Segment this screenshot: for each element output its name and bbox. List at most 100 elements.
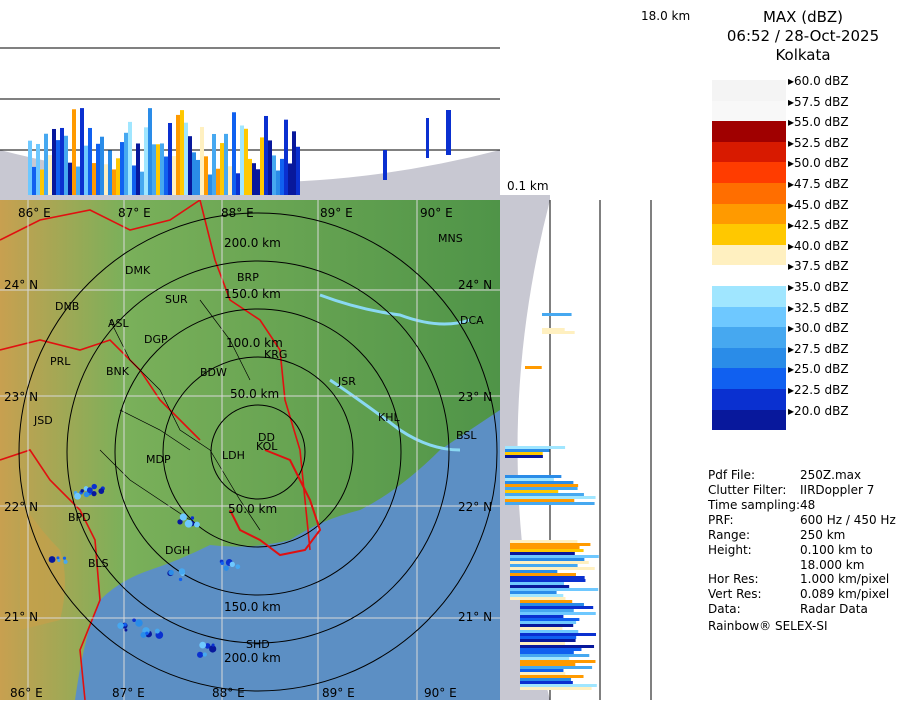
echo-column [84, 145, 88, 195]
legend-row: ▸47.5 dBZ [700, 177, 906, 204]
city-label: DD [258, 431, 275, 444]
echo-column [188, 136, 192, 195]
echo-column [260, 137, 264, 195]
legend-row: ▸32.5 dBZ [700, 301, 906, 328]
echo-row [510, 549, 584, 552]
echo-column [256, 169, 260, 195]
echo-row [510, 564, 578, 567]
lon-label-bottom: 88° E [212, 686, 245, 700]
legend-label: ▸57.5 dBZ [788, 94, 849, 109]
echo-row [520, 684, 597, 687]
info-table: Pdf File: 250Z.max Clutter Filter: IIRDoppl… [700, 468, 906, 668]
echo-column [192, 152, 196, 195]
right-height-profile [500, 200, 700, 700]
echo-cell [197, 651, 204, 658]
echo-column [108, 150, 112, 195]
echo-column [160, 143, 164, 195]
latlon-grid [0, 200, 500, 700]
echo-cell [98, 488, 105, 494]
echo-column [96, 143, 100, 195]
echo-column [168, 122, 172, 195]
product-title: MAX (dBZ) [762, 8, 844, 26]
ring-label-50-south: 50.0 km [228, 502, 278, 516]
legend-row: ▸42.5 dBZ [700, 218, 906, 245]
legend-swatch [712, 203, 786, 225]
delta-border [229, 449, 322, 557]
echo-column [426, 118, 429, 158]
echo-column [248, 158, 252, 195]
legend-label: ▸42.5 dBZ [788, 218, 849, 233]
lat-label-right: 21° N [458, 610, 493, 624]
echo-column [68, 162, 72, 195]
echo-row [510, 570, 558, 573]
lon-label: 90° E [420, 206, 453, 220]
lon-label-bottom: 89° E [322, 686, 355, 700]
legend-row: ▸20.0 dBZ [700, 404, 906, 431]
echo-column [56, 140, 60, 195]
city-label: LDH [222, 449, 245, 462]
lat-label: 21° N [4, 610, 39, 624]
legend-swatch [712, 244, 786, 266]
echo-cell [91, 483, 97, 490]
echo-row [520, 675, 584, 678]
echo-cell [62, 556, 67, 560]
echo-row [505, 455, 543, 458]
echo-row [510, 573, 577, 576]
echo-cell [194, 521, 200, 528]
lat-label-right: 23° N [458, 390, 493, 404]
echo-row [510, 588, 599, 591]
echo-column [276, 170, 280, 195]
info-value: 0.089 km/pixel [800, 587, 890, 601]
echo-column [28, 140, 32, 195]
info-value: 600 Hz / 450 Hz [800, 513, 896, 527]
legend-swatch [712, 183, 786, 204]
legend-row: ▸37.5 dBZ [700, 259, 906, 286]
echo-cell [135, 619, 143, 627]
city-label: DCA [460, 314, 484, 327]
echo-column [72, 109, 76, 195]
info-value: 250Z.max [800, 468, 862, 482]
echo-row [510, 540, 578, 543]
echo-cell [204, 643, 211, 649]
legend-label: ▸22.5 dBZ [788, 383, 849, 397]
city-label: SHD [246, 638, 270, 651]
echo-row [520, 687, 592, 690]
color-legend: ▸60.0 dBZ ▸57.5 dBZ ▸55.0 dBZ ▸52.5 dBZ ▸50.… [700, 70, 906, 470]
city-label: BLS [88, 557, 109, 570]
echo-column [148, 108, 152, 195]
echo-row [520, 657, 570, 660]
legend-label: ▸30.0 dBZ [788, 321, 849, 336]
echo-cell [145, 631, 149, 636]
echo-row [510, 558, 585, 561]
top-profile-echoes [28, 108, 451, 195]
echo-column [112, 169, 116, 195]
echo-row [510, 546, 580, 549]
echo-row [520, 660, 596, 663]
legend-label: ▸52.5 dBZ [788, 135, 849, 150]
ring-label-150: 150.0 km [224, 287, 281, 301]
echo-cell [56, 556, 60, 560]
right-profile-echoes [505, 313, 599, 690]
echo-row [520, 618, 580, 621]
legend-swatch [712, 368, 786, 389]
echo-row [520, 612, 596, 615]
echo-cell [168, 569, 174, 576]
lon-label: 87° E [118, 206, 151, 220]
echo-row [505, 452, 543, 455]
echo-row [525, 366, 542, 369]
legend-row: ▸35.0 dBZ [700, 280, 906, 307]
legend-label: ▸20.0 dBZ [788, 403, 849, 418]
legend-label: ▸32.5 dBZ [788, 300, 849, 315]
city-label: KHL [378, 411, 400, 424]
ring-label-50: 50.0 km [230, 387, 280, 401]
echo-column [44, 133, 48, 195]
echo-row [520, 645, 595, 648]
city-label: BRP [237, 271, 259, 284]
echo-row [542, 331, 575, 334]
echo-column [244, 128, 248, 195]
lat-label-right: 22° N [458, 500, 493, 514]
legend-label: ▸35.0 dBZ [788, 280, 849, 294]
highland-area [20, 500, 65, 630]
echo-row [520, 609, 574, 612]
echo-column [144, 127, 148, 195]
